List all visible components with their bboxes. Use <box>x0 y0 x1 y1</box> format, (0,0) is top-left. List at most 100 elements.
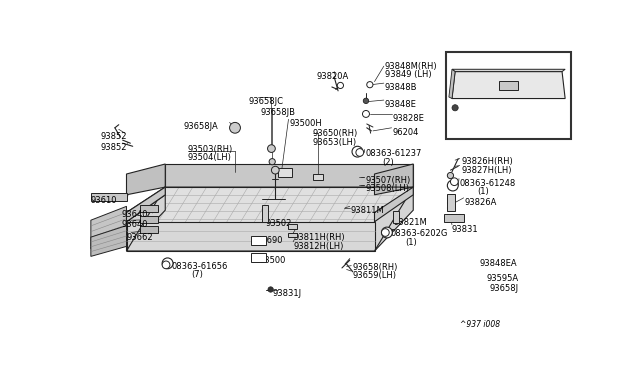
Bar <box>444 214 465 222</box>
Polygon shape <box>127 222 374 251</box>
Text: S: S <box>385 230 389 235</box>
Circle shape <box>362 110 369 118</box>
Text: 93811H(RH): 93811H(RH) <box>294 233 346 242</box>
Bar <box>447 194 455 211</box>
Bar <box>140 226 157 232</box>
Polygon shape <box>127 187 413 251</box>
Bar <box>91 193 127 201</box>
Text: S: S <box>166 261 170 266</box>
Text: S: S <box>384 230 387 235</box>
Text: 93658JC: 93658JC <box>249 97 284 106</box>
Text: 08363-61237: 08363-61237 <box>365 150 422 158</box>
Polygon shape <box>374 187 413 222</box>
Bar <box>288 232 297 237</box>
Text: ^937 i008: ^937 i008 <box>460 320 500 328</box>
Circle shape <box>268 145 275 153</box>
Circle shape <box>268 287 273 292</box>
Text: 93812H(LH): 93812H(LH) <box>294 242 344 251</box>
Text: 08363-6202G: 08363-6202G <box>391 230 448 238</box>
Text: 93610: 93610 <box>91 196 117 205</box>
Text: S: S <box>355 149 360 154</box>
Polygon shape <box>127 187 165 222</box>
Polygon shape <box>127 187 165 251</box>
Circle shape <box>356 148 364 156</box>
Text: 08363-61248: 08363-61248 <box>460 179 516 187</box>
Text: 93500H: 93500H <box>289 119 322 128</box>
Circle shape <box>162 261 170 269</box>
Text: 93504(LH): 93504(LH) <box>188 153 232 162</box>
Text: 93658JB: 93658JB <box>260 108 296 117</box>
Polygon shape <box>449 69 455 99</box>
Text: S: S <box>358 150 362 155</box>
Circle shape <box>337 82 344 89</box>
Polygon shape <box>91 206 127 249</box>
Circle shape <box>452 105 458 111</box>
Text: 93507(RH): 93507(RH) <box>365 176 410 185</box>
Text: 93820A: 93820A <box>317 71 349 81</box>
Text: 93826A: 93826A <box>465 198 497 207</box>
Text: 93658J: 93658J <box>489 284 518 293</box>
Text: S: S <box>451 183 454 188</box>
Text: 93640: 93640 <box>121 220 148 229</box>
Text: 93503(RH): 93503(RH) <box>188 145 233 154</box>
Text: 93811M: 93811M <box>351 206 384 215</box>
Circle shape <box>364 98 369 103</box>
Text: 93640: 93640 <box>121 210 148 219</box>
Bar <box>393 211 399 223</box>
Text: 93502: 93502 <box>266 219 292 228</box>
Circle shape <box>447 180 458 191</box>
Polygon shape <box>452 69 565 71</box>
Circle shape <box>230 122 241 133</box>
Text: (1): (1) <box>406 238 417 247</box>
Text: 93848B: 93848B <box>385 83 417 92</box>
Text: 93658(RH): 93658(RH) <box>352 263 397 272</box>
Bar <box>312 174 323 180</box>
Text: 93852: 93852 <box>101 143 127 152</box>
Polygon shape <box>452 71 565 99</box>
Text: 93831: 93831 <box>452 225 479 234</box>
Text: 93508(LH): 93508(LH) <box>365 184 409 193</box>
Text: 93821M: 93821M <box>393 218 427 227</box>
Bar <box>446 52 572 139</box>
Polygon shape <box>91 225 127 256</box>
Text: 93595A: 93595A <box>486 274 518 283</box>
Circle shape <box>447 173 454 179</box>
Text: (7): (7) <box>191 270 204 279</box>
Circle shape <box>451 178 458 186</box>
Text: (2): (2) <box>382 158 394 167</box>
Text: 96204: 96204 <box>392 128 419 137</box>
Text: 93826H(RH): 93826H(RH) <box>461 157 513 166</box>
Circle shape <box>367 81 373 88</box>
Text: 93650(RH): 93650(RH) <box>312 129 358 138</box>
Circle shape <box>269 158 275 165</box>
Polygon shape <box>374 187 413 251</box>
Bar <box>140 205 157 212</box>
Text: 93690: 93690 <box>257 235 284 245</box>
Polygon shape <box>127 164 165 195</box>
Bar <box>140 216 157 223</box>
Text: 93848M(RH): 93848M(RH) <box>385 62 437 71</box>
Polygon shape <box>165 164 413 187</box>
Text: 93653(LH): 93653(LH) <box>312 138 356 147</box>
Bar <box>262 205 268 222</box>
Text: (1): (1) <box>477 187 488 196</box>
Bar <box>499 81 518 90</box>
Circle shape <box>162 258 173 269</box>
Circle shape <box>352 146 363 157</box>
Text: 93848E: 93848E <box>385 100 417 109</box>
Text: 93848EA: 93848EA <box>480 260 518 269</box>
Text: S: S <box>452 179 456 184</box>
Text: S: S <box>164 262 168 267</box>
Bar <box>250 253 266 262</box>
Text: 93828E: 93828E <box>392 114 424 123</box>
Text: 08363-61656: 08363-61656 <box>172 262 228 271</box>
Bar <box>278 168 292 177</box>
Circle shape <box>381 227 392 238</box>
Bar <box>288 224 297 229</box>
Text: 93658JA: 93658JA <box>183 122 218 131</box>
Text: 93852: 93852 <box>101 132 127 141</box>
Text: 93827H(LH): 93827H(LH) <box>461 166 512 174</box>
Circle shape <box>271 166 279 174</box>
Text: 93500: 93500 <box>259 256 285 265</box>
Bar <box>250 235 266 245</box>
